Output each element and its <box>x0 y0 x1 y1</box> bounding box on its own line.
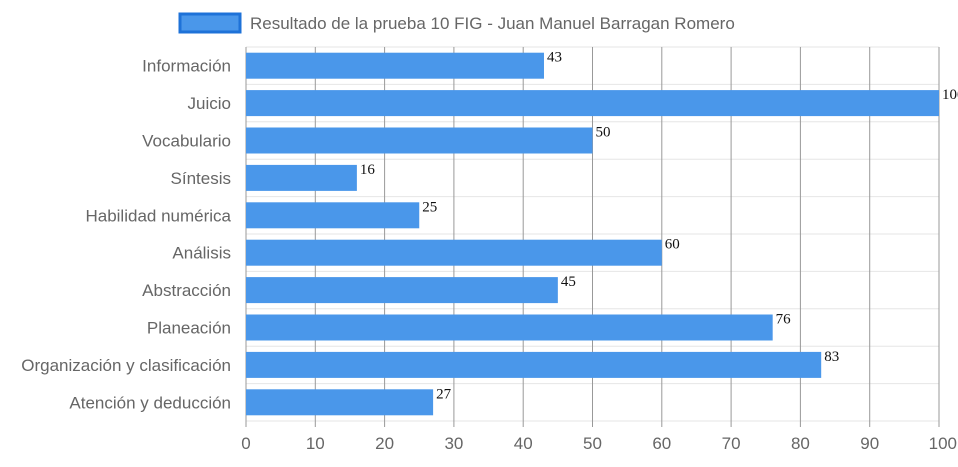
x-tick-label: 60 <box>652 434 671 453</box>
data-label: 27 <box>436 386 452 402</box>
x-tick-label: 100 <box>929 434 957 453</box>
legend-label: Resultado de la prueba 10 FIG - Juan Man… <box>250 14 735 33</box>
x-tick-label: 20 <box>375 434 394 453</box>
x-tick-label: 70 <box>722 434 741 453</box>
data-label: 50 <box>596 125 611 141</box>
data-label: 25 <box>422 199 437 215</box>
bar[interactable] <box>246 239 662 266</box>
x-axis-tick-labels: 0 10 20 30 40 50 60 70 80 90 100 <box>241 434 957 453</box>
category-label: Juicio <box>188 94 231 113</box>
x-tick-label: 80 <box>791 434 810 453</box>
category-label: Vocabulario <box>142 132 231 151</box>
legend-swatch <box>178 12 242 34</box>
bar[interactable] <box>246 127 593 154</box>
data-label: 45 <box>561 274 576 290</box>
category-label: Síntesis <box>171 169 231 188</box>
x-tick-label: 40 <box>514 434 533 453</box>
bar[interactable] <box>246 314 773 341</box>
bar[interactable] <box>246 389 434 416</box>
data-labels: 43 100 50 16 25 60 45 76 83 27 <box>360 50 958 403</box>
bar[interactable] <box>246 277 558 304</box>
data-label: 60 <box>665 237 680 253</box>
data-label: 16 <box>360 162 376 178</box>
data-label: 76 <box>776 312 792 328</box>
x-tick-label: 90 <box>860 434 879 453</box>
x-tick-label: 10 <box>306 434 325 453</box>
category-label: Planeación <box>147 319 231 338</box>
category-label: Habilidad numérica <box>85 206 231 225</box>
category-label: Atención y deducción <box>69 393 231 412</box>
category-label: Información <box>142 57 231 76</box>
bar[interactable] <box>246 351 822 378</box>
bar[interactable] <box>246 52 544 79</box>
legend: Resultado de la prueba 10 FIG - Juan Man… <box>178 12 735 34</box>
category-labels: Información Juicio Vocabulario Síntesis Habi… <box>21 57 231 413</box>
x-tick-label: 0 <box>241 434 250 453</box>
bar[interactable] <box>246 164 357 191</box>
data-label: 83 <box>824 349 839 365</box>
bars <box>246 52 939 416</box>
bar[interactable] <box>246 90 939 117</box>
data-label: 43 <box>547 50 562 66</box>
category-label: Organización y clasificación <box>21 356 231 375</box>
x-tick-label: 30 <box>444 434 463 453</box>
category-label: Análisis <box>172 244 231 263</box>
x-tick-label: 50 <box>583 434 602 453</box>
category-label: Abstracción <box>142 281 231 300</box>
data-label: 100 <box>942 87 958 103</box>
bar[interactable] <box>246 202 420 229</box>
